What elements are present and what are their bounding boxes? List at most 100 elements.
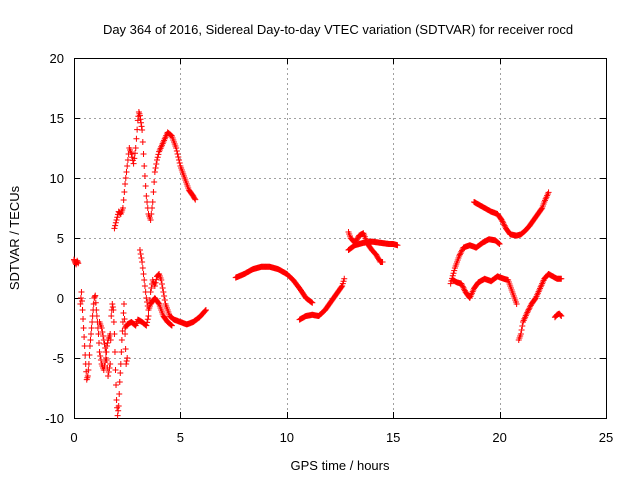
data-point	[518, 327, 525, 333]
data-point	[174, 151, 181, 157]
data-point	[154, 154, 161, 161]
series-arc-l	[471, 189, 552, 239]
data-point	[102, 349, 109, 355]
data-point	[78, 289, 85, 295]
data-point	[150, 189, 157, 195]
data-point	[113, 217, 120, 223]
data-point	[191, 195, 198, 202]
data-point	[110, 319, 117, 325]
data-point	[460, 284, 467, 291]
data-point	[111, 225, 118, 232]
data-point	[107, 337, 114, 343]
data-point	[138, 119, 145, 126]
y-tick-label: -5	[52, 351, 64, 366]
x-axis-label: GPS time / hours	[291, 458, 390, 473]
data-point	[101, 341, 108, 347]
data-point	[151, 283, 158, 289]
data-point	[167, 321, 174, 328]
axis-ticks: 0 5 10 15 20 25 -10 -5 0 5 10 15 20	[45, 51, 613, 445]
data-point	[500, 219, 507, 226]
data-point	[95, 331, 102, 337]
data-point	[100, 333, 107, 339]
y-tick-label: 0	[57, 291, 64, 306]
data-point	[141, 173, 148, 179]
data-point	[394, 242, 401, 249]
data-point	[88, 325, 95, 331]
data-point	[139, 139, 146, 145]
data-point	[122, 181, 129, 187]
data-point	[78, 298, 85, 304]
data-point	[115, 403, 122, 409]
data-point	[108, 313, 115, 319]
data-point	[104, 340, 111, 346]
data-point	[148, 285, 155, 291]
data-point	[100, 367, 107, 373]
x-tick-label: 10	[280, 430, 294, 445]
data-point	[79, 307, 86, 313]
data-point	[309, 299, 316, 306]
data-point	[142, 322, 149, 328]
data-point	[532, 296, 539, 302]
data-point	[121, 189, 128, 195]
data-point	[136, 112, 143, 119]
data-point	[137, 116, 144, 123]
data-point	[116, 391, 123, 397]
data-point	[141, 277, 148, 283]
series-arc-c	[122, 271, 209, 331]
data-point	[123, 169, 130, 175]
data-point	[119, 328, 126, 334]
data-point	[132, 150, 139, 157]
data-point	[161, 297, 168, 303]
data-point	[132, 322, 139, 328]
data-point	[168, 132, 175, 139]
data-point	[496, 241, 503, 247]
data-point	[124, 355, 131, 361]
chart-title: Day 364 of 2016, Sidereal Day-to-day VTE…	[103, 22, 573, 37]
data-point	[107, 361, 114, 367]
series-arc-f	[232, 263, 316, 306]
data-point	[149, 199, 156, 205]
data-point	[98, 325, 105, 331]
data-point	[524, 309, 531, 316]
data-point	[459, 283, 466, 290]
data-point	[117, 210, 124, 217]
data-point	[495, 240, 502, 247]
series-arc-n	[551, 310, 565, 321]
data-point	[501, 222, 508, 229]
data-point	[117, 370, 124, 376]
data-point	[128, 151, 135, 157]
data-point	[139, 265, 146, 271]
data-point	[130, 160, 137, 167]
y-tick-label: 10	[50, 171, 64, 186]
data-point	[458, 280, 465, 287]
data-point	[144, 316, 151, 323]
data-point	[92, 299, 99, 306]
series-arc-b	[96, 301, 131, 419]
data-point	[113, 382, 120, 388]
data-point	[143, 193, 150, 199]
data-point	[122, 346, 129, 352]
data-point	[89, 319, 96, 325]
x-tick-label: 5	[177, 430, 184, 445]
data-point	[153, 161, 160, 167]
data-point	[152, 279, 159, 286]
series-start	[71, 256, 82, 268]
data-point	[77, 295, 84, 301]
data-point	[557, 312, 564, 319]
data-point	[141, 163, 148, 169]
data-point	[447, 280, 454, 287]
series-arc-e	[111, 109, 199, 232]
data-point	[110, 307, 117, 313]
data-point	[106, 365, 113, 371]
data-point	[161, 293, 168, 299]
data-point	[99, 329, 106, 335]
data-point	[142, 289, 149, 295]
data-point	[88, 331, 95, 337]
data-point	[144, 199, 151, 205]
data-point	[80, 316, 87, 322]
data-point	[145, 313, 152, 319]
data-point	[459, 282, 466, 288]
data-point	[159, 285, 166, 291]
data-point	[85, 361, 92, 367]
